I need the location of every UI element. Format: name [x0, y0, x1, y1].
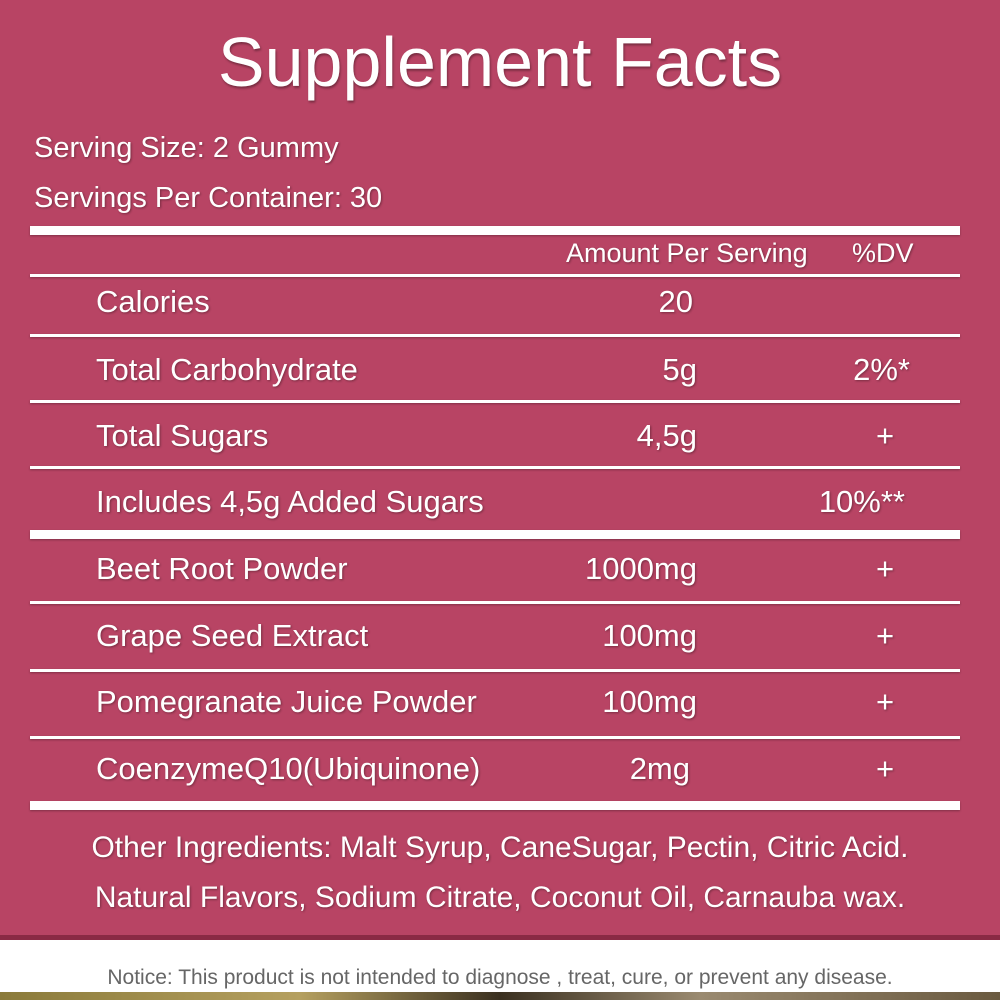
row-amount: 100mg	[602, 684, 697, 719]
divider	[30, 736, 960, 739]
table-row: Pomegranate Juice Powder 100mg +	[0, 682, 1000, 722]
row-dv: +	[875, 751, 895, 786]
row-label: Includes 4,5g Added Sugars	[96, 484, 484, 519]
divider	[30, 274, 960, 277]
row-amount: 20	[658, 284, 693, 319]
row-label: Total Sugars	[96, 418, 269, 453]
row-amount: 100mg	[602, 618, 697, 653]
row-label: Total Carbohydrate	[96, 352, 358, 387]
divider	[30, 334, 960, 337]
row-label: Grape Seed Extract	[96, 618, 369, 653]
divider	[30, 601, 960, 604]
product-photo-strip	[0, 992, 1000, 1000]
row-amount: 4,5g	[636, 418, 697, 453]
other-ingredients-line-1: Other Ingredients: Malt Syrup, CaneSugar…	[91, 831, 909, 864]
disclaimer-notice: Notice: This product is not intended to …	[107, 966, 893, 989]
table-row: Beet Root Powder 1000mg +	[0, 549, 1000, 589]
other-ingredients-line-2: Natural Flavors, Sodium Citrate, Coconut…	[94, 881, 906, 914]
table-row: Calories 20	[0, 282, 1000, 322]
row-dv: +	[875, 551, 895, 586]
table-row: Total Sugars 4,5g +	[0, 416, 1000, 456]
supplement-facts-panel: Supplement Facts Serving Size: 2 Gummy S…	[0, 0, 1000, 940]
amount-header: Amount Per Serving	[566, 238, 808, 268]
row-dv: +	[875, 684, 895, 719]
table-row: Total Carbohydrate 5g 2%*	[0, 350, 1000, 390]
table-row: CoenzymeQ10(Ubiquinone) 2mg +	[0, 749, 1000, 789]
divider-thick	[30, 530, 960, 539]
table-row: Includes 4,5g Added Sugars 10%**	[0, 482, 1000, 522]
page-title: Supplement Facts	[217, 23, 783, 101]
servings-per-container: Servings Per Container: 30	[34, 182, 383, 214]
row-label: Calories	[96, 284, 210, 319]
serving-size: Serving Size: 2 Gummy	[34, 132, 339, 164]
divider	[30, 466, 960, 469]
divider	[30, 669, 960, 672]
row-dv: 10%**	[818, 484, 905, 519]
row-dv: +	[875, 418, 895, 453]
row-label: Beet Root Powder	[96, 551, 348, 586]
divider	[30, 400, 960, 403]
table-row: Grape Seed Extract 100mg +	[0, 616, 1000, 656]
divider-thick	[30, 226, 960, 235]
row-amount: 1000mg	[584, 551, 697, 586]
divider-thick	[30, 801, 960, 810]
row-label: Pomegranate Juice Powder	[96, 684, 477, 719]
row-amount: 2mg	[629, 751, 690, 786]
row-amount: 5g	[662, 352, 697, 387]
row-dv: 2%*	[853, 352, 910, 387]
row-dv: +	[875, 618, 895, 653]
row-label: CoenzymeQ10(Ubiquinone)	[96, 751, 481, 786]
dv-header: %DV	[852, 238, 914, 268]
